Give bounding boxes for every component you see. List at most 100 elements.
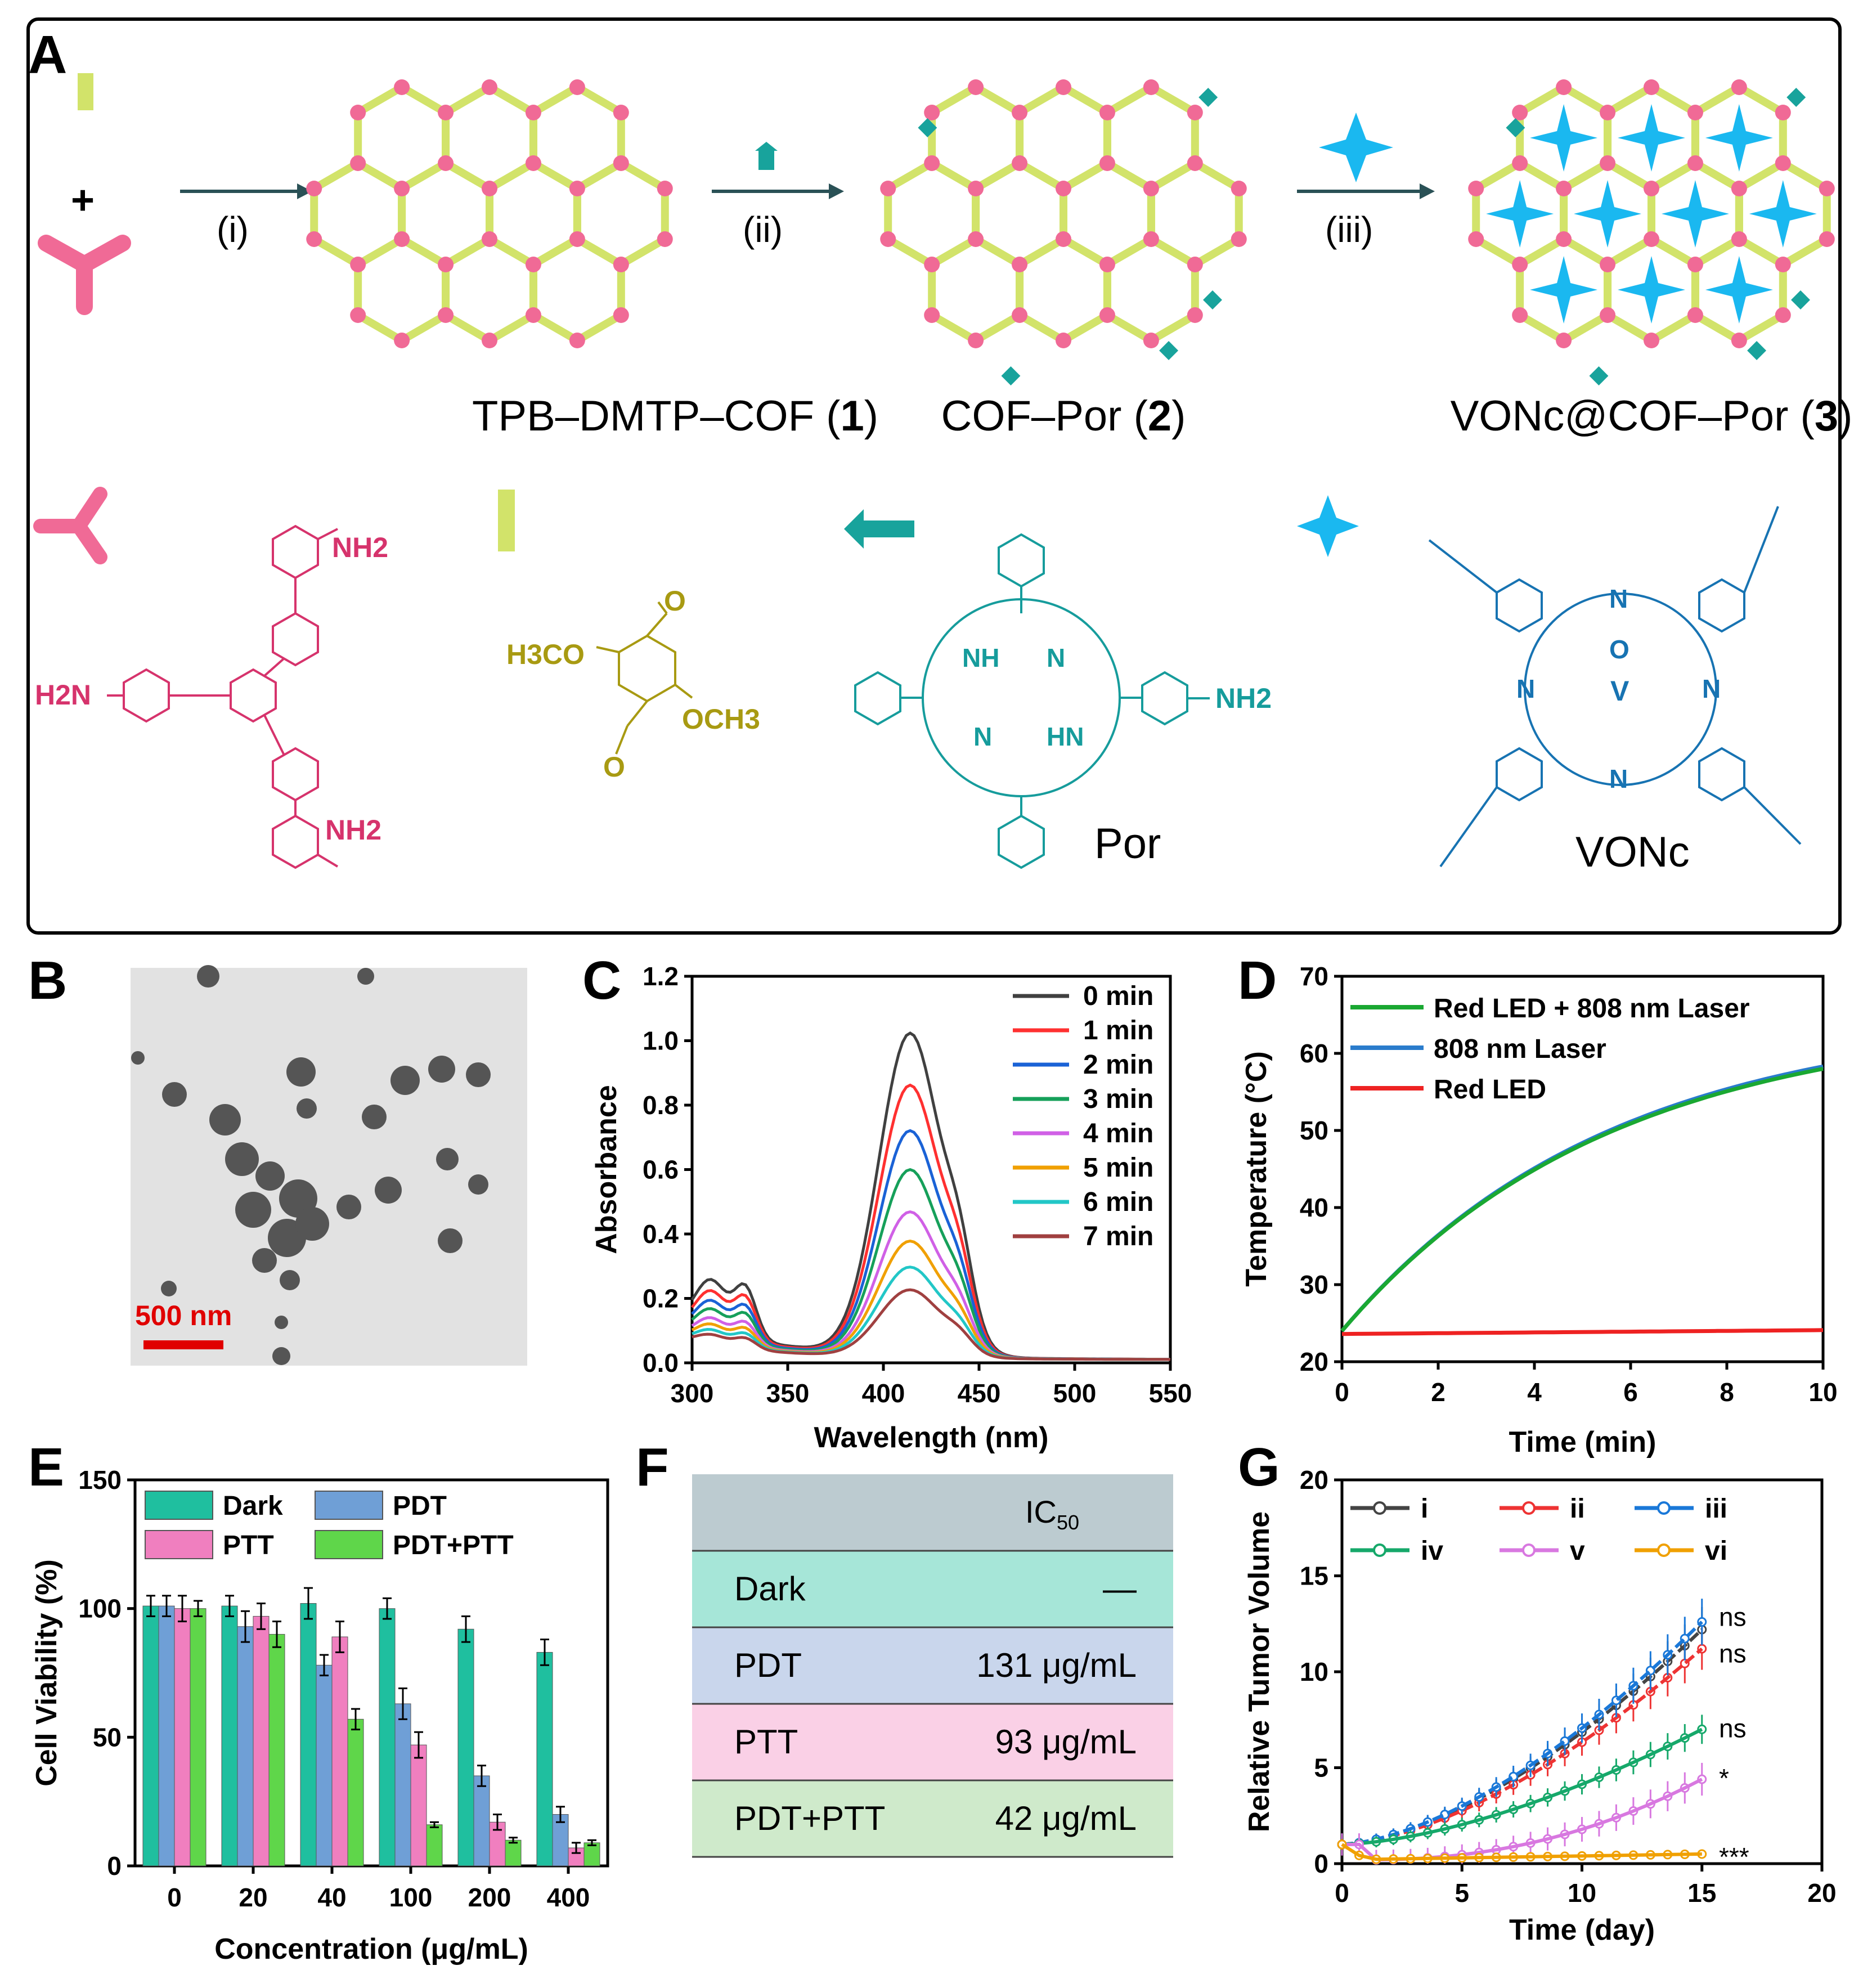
- cof-node: [1143, 333, 1159, 348]
- vonc-guest: [1661, 180, 1729, 248]
- vonc-v: V: [1610, 675, 1629, 707]
- cof-node: [482, 181, 497, 196]
- e-legend-label: Dark: [223, 1491, 283, 1521]
- f-row: [692, 1704, 1173, 1780]
- cof-linker-edge: [1781, 159, 1829, 192]
- tem-image: [131, 968, 527, 1366]
- cof-linker-edge: [886, 159, 934, 192]
- nanoparticle: [225, 1142, 259, 1176]
- arrow-step-2: [712, 183, 844, 199]
- cof-linker-edge: [1693, 83, 1741, 116]
- panel-e-label: E: [28, 1437, 64, 1497]
- d-x-axis-label: Time (min): [1509, 1426, 1657, 1459]
- vonc-n-left: N: [1516, 674, 1535, 703]
- cof-node: [525, 257, 541, 272]
- cof-node: [525, 307, 541, 323]
- f-row-group: PTT: [734, 1723, 798, 1761]
- cof-node: [350, 307, 366, 323]
- tpb-nh2-bottom: NH2: [325, 814, 381, 846]
- cof-node: [1644, 79, 1659, 95]
- g-x-axis-label: Time (day): [1509, 1914, 1655, 1946]
- cof-linker-edge: [1518, 83, 1566, 116]
- g-x-tick-label: 20: [1807, 1878, 1836, 1908]
- vonc-n-right: N: [1702, 674, 1721, 703]
- porphyrin-legend-symbol: [844, 509, 914, 549]
- cof-node: [1056, 181, 1071, 196]
- vonc-n-top: N: [1609, 584, 1628, 613]
- cof-node: [350, 155, 366, 171]
- vonc-guest: [1486, 180, 1554, 248]
- nanoparticle: [161, 1281, 177, 1296]
- cof-node: [880, 231, 896, 247]
- e-x-tick-label: 100: [389, 1883, 433, 1912]
- porphyrin-end-group: [1747, 341, 1767, 360]
- cof-linker-edge: [356, 159, 404, 192]
- d-series-line: [1341, 1328, 1824, 1336]
- cof-linker-edge: [886, 235, 934, 268]
- d-legend-label: Red LED + 808 nm Laser: [1434, 994, 1750, 1024]
- cof-node: [613, 307, 629, 323]
- cof-node: [350, 105, 366, 120]
- c-y-tick-label: 0.8: [643, 1091, 679, 1120]
- cof-lattice-3: [1468, 79, 1835, 385]
- cof-linker-edge: [1737, 235, 1785, 268]
- cof-node: [1012, 307, 1028, 323]
- cof-linker-edge: [1561, 159, 1610, 192]
- g-x-tick-label: 0: [1335, 1878, 1349, 1908]
- step-3-label: (iii): [1325, 209, 1373, 250]
- tpb-molecule: [107, 524, 339, 869]
- cof-node: [569, 333, 585, 348]
- por-n-top: N: [1047, 643, 1065, 672]
- vonc-guest: [1618, 104, 1685, 172]
- cof-node: [525, 155, 541, 171]
- e-bar: [142, 1605, 159, 1866]
- f-row: [692, 1780, 1173, 1857]
- cof-linker-edge: [1737, 83, 1785, 116]
- f-row-value: 93 μg/mL: [995, 1723, 1137, 1761]
- dmtp-molecule: [596, 601, 693, 755]
- g-y-tick-label: 0: [1314, 1849, 1328, 1878]
- cof-linker-edge: [312, 235, 360, 268]
- cof-linker-edge: [1649, 235, 1698, 268]
- cof-node: [1012, 257, 1028, 272]
- cof-node: [1099, 155, 1115, 171]
- cof-linker-edge: [487, 83, 536, 116]
- cof-linker-edge: [1561, 311, 1610, 344]
- c-y-tick-label: 1.0: [643, 1026, 679, 1056]
- c-x-tick-label: 300: [671, 1379, 714, 1408]
- cof-linker-edge: [973, 311, 1022, 344]
- cof-linker-edge: [443, 311, 492, 344]
- porphyrin-end-group: [1001, 366, 1021, 385]
- cof-node: [1556, 79, 1572, 95]
- d-x-tick-label: 10: [1808, 1377, 1837, 1407]
- e-bar: [331, 1636, 348, 1866]
- porphyrin-end-group: [1198, 88, 1218, 107]
- cof1-title: TPB–DMTP–COF (1): [472, 392, 878, 440]
- panel-a-frame: [26, 17, 1842, 935]
- g-legend-marker: [1522, 1543, 1536, 1557]
- cof-node: [924, 307, 940, 323]
- cof-linker-edge: [487, 159, 536, 192]
- c-legend-label: 5 min: [1083, 1153, 1153, 1183]
- c-y-tick-label: 1.2: [643, 962, 679, 991]
- e-bar: [253, 1615, 270, 1866]
- e-legend-label: PTT: [223, 1531, 274, 1560]
- cof-linker-edge: [930, 311, 978, 344]
- c-legend-label: 6 min: [1083, 1187, 1153, 1217]
- g-y-tick-label: 15: [1300, 1561, 1328, 1591]
- nanoparticle: [235, 1192, 271, 1228]
- panel-f-label: F: [636, 1437, 669, 1497]
- step-1-label: (i): [217, 209, 249, 250]
- cof-node: [924, 257, 940, 272]
- cof-node: [1731, 333, 1747, 348]
- g-series-line: [1342, 1778, 1703, 1862]
- e-legend-swatch: [315, 1530, 383, 1559]
- cof-linker-edge: [1518, 311, 1566, 344]
- e-bar: [583, 1842, 600, 1866]
- cof-linker-edge: [487, 235, 536, 268]
- nanoparticle: [197, 965, 219, 988]
- cof-linker-edge: [1149, 235, 1197, 268]
- f-row-group: PDT: [734, 1646, 802, 1684]
- cof-node: [1012, 155, 1028, 171]
- c-legend-label: 2 min: [1083, 1050, 1153, 1080]
